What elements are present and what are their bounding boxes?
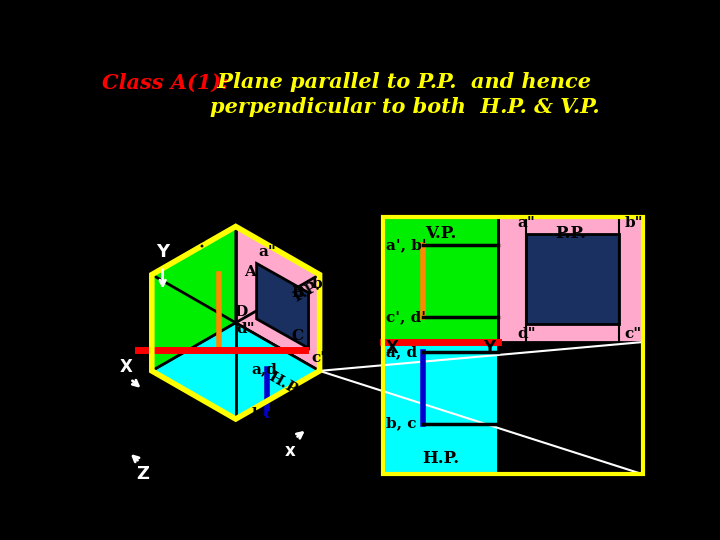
Text: Y: Y xyxy=(156,243,169,261)
Text: d": d" xyxy=(236,322,255,336)
Text: b": b" xyxy=(312,277,330,291)
Polygon shape xyxy=(152,323,320,419)
Text: Y: Y xyxy=(483,339,495,357)
Bar xyxy=(383,217,498,342)
Text: b": b" xyxy=(625,215,644,230)
Text: A: A xyxy=(245,265,256,279)
Bar xyxy=(383,342,498,475)
Text: C: C xyxy=(292,329,304,343)
Text: a": a" xyxy=(518,215,535,230)
Text: a', b': a', b' xyxy=(386,238,427,252)
Bar xyxy=(498,217,644,342)
Text: x: x xyxy=(284,442,295,460)
Text: b,c: b,c xyxy=(251,407,276,421)
Text: a,d: a,d xyxy=(251,362,277,376)
Text: H.P.: H.P. xyxy=(422,450,459,467)
Text: c": c" xyxy=(312,351,329,365)
Bar xyxy=(526,234,618,325)
Polygon shape xyxy=(256,264,309,348)
Text: Class A(1):: Class A(1): xyxy=(102,72,229,92)
Text: H.P.: H.P. xyxy=(266,370,302,399)
Bar xyxy=(383,217,644,475)
Text: perpendicular to both  H.P. & V.P.: perpendicular to both H.P. & V.P. xyxy=(210,97,600,117)
Text: P.P.: P.P. xyxy=(291,278,323,304)
Text: V.P.: V.P. xyxy=(177,225,209,251)
Text: X: X xyxy=(386,339,399,357)
Text: a, d: a, d xyxy=(386,345,417,359)
Polygon shape xyxy=(152,226,235,371)
Text: B: B xyxy=(291,286,305,300)
Text: c', d': c', d' xyxy=(386,310,426,325)
Text: V.P.: V.P. xyxy=(425,225,456,242)
Text: c": c" xyxy=(625,327,642,341)
Text: Plane parallel to P.P.  and hence: Plane parallel to P.P. and hence xyxy=(210,72,591,92)
Text: a', b': a', b' xyxy=(108,258,149,272)
Text: P.P.: P.P. xyxy=(555,225,586,242)
Text: c', d': c', d' xyxy=(109,374,149,388)
Text: X: X xyxy=(120,358,133,376)
Text: b, c: b, c xyxy=(386,417,417,430)
Polygon shape xyxy=(235,226,320,371)
Text: d": d" xyxy=(517,327,536,341)
Text: D: D xyxy=(235,305,248,319)
Text: a": a" xyxy=(258,245,276,259)
Text: Z: Z xyxy=(136,465,149,483)
